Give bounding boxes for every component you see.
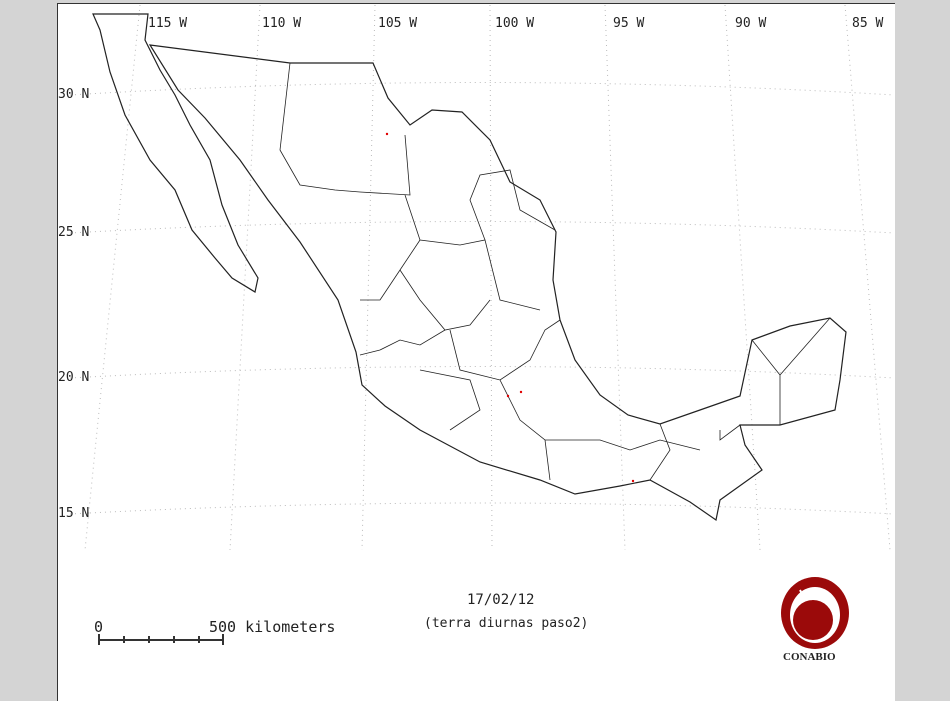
scale-bar bbox=[98, 634, 224, 645]
state-borders bbox=[279, 62, 831, 481]
latitude-label: 15 N bbox=[58, 506, 89, 521]
latitude-label: 30 N bbox=[58, 87, 89, 102]
map-frame bbox=[57, 3, 895, 701]
longitude-label: 85 W bbox=[852, 16, 883, 31]
baja-california bbox=[92, 13, 259, 293]
fire-hotspots bbox=[385, 132, 635, 483]
date-label: 17/02/12 bbox=[467, 592, 535, 608]
graticule bbox=[69, 4, 895, 551]
longitude-label: 95 W bbox=[613, 16, 644, 31]
hotspot bbox=[519, 390, 523, 394]
latitude-label: 20 N bbox=[58, 370, 89, 385]
latitude-label: 25 N bbox=[58, 225, 89, 240]
logo-text: CONABIO bbox=[783, 651, 836, 663]
hotspot bbox=[631, 479, 635, 483]
longitude-label: 105 W bbox=[378, 16, 417, 31]
mexico-outline bbox=[92, 13, 847, 522]
scale-start-label: 0 bbox=[94, 618, 104, 636]
hotspot bbox=[506, 394, 510, 398]
longitude-label: 110 W bbox=[262, 16, 301, 31]
longitude-label: 115 W bbox=[148, 16, 187, 31]
conabio-logo-icon bbox=[781, 577, 849, 649]
hotspot bbox=[385, 132, 389, 136]
longitude-label: 90 W bbox=[735, 16, 766, 31]
scale-end-label: 500 kilometers bbox=[209, 618, 336, 636]
mainland bbox=[148, 44, 847, 522]
longitude-label: 100 W bbox=[495, 16, 534, 31]
subtitle-label: (terra diurnas paso2) bbox=[424, 616, 589, 631]
